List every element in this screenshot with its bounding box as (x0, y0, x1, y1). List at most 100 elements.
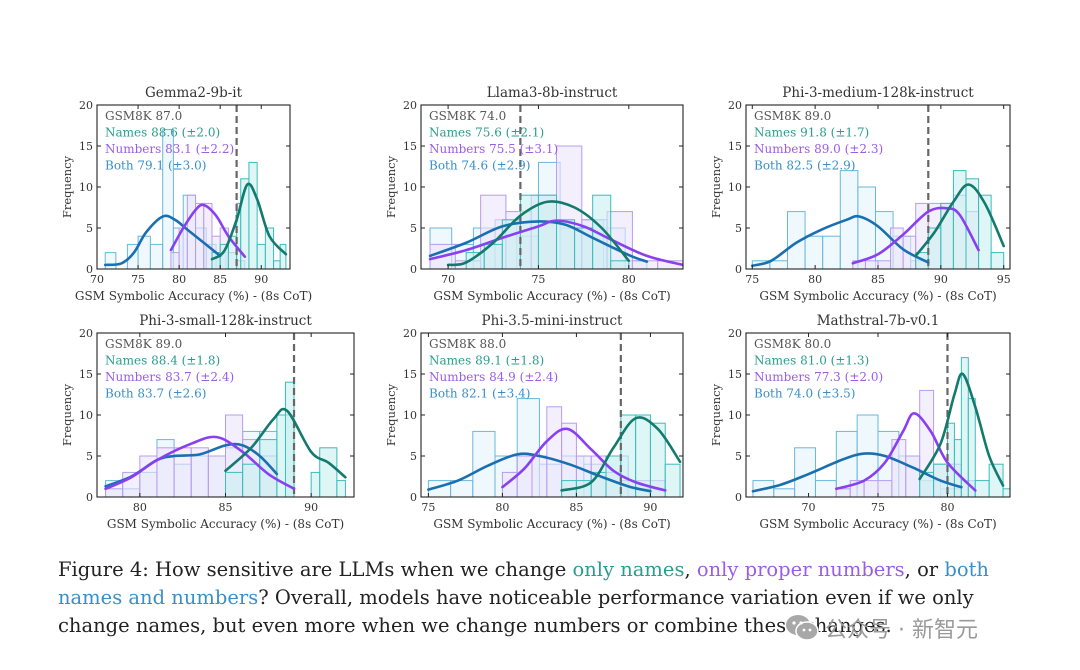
legend-entry: Names 88.4 (±1.8) (105, 354, 220, 368)
y-tick-label: 10 (403, 409, 417, 422)
histogram-bar-numbers (835, 488, 851, 497)
legend-entry: GSM8K 88.0 (429, 337, 506, 351)
histogram-bar-names (649, 422, 666, 497)
x-tick-label: 80 (495, 501, 509, 514)
plot-area (427, 333, 682, 497)
y-tick-label: 0 (735, 491, 742, 504)
x-axis-label: GSM Symbolic Accuracy (%) - (8s CoT) (75, 289, 312, 303)
y-tick-label: 20 (728, 99, 742, 112)
histogram-bar-both (149, 243, 164, 269)
legend-entry: Both 82.1 (±3.4) (429, 387, 530, 401)
legend-entry: Names 75.6 (±2.1) (429, 126, 544, 140)
kde-curve-both (103, 214, 222, 267)
histogram-bar-numbers (546, 406, 563, 497)
x-tick-label: 80 (808, 273, 822, 286)
watermark-text: 公众号 · 新智元 (825, 618, 978, 643)
y-tick-label: 5 (86, 222, 93, 235)
y-tick-label: 10 (79, 181, 93, 194)
x-tick-label: 85 (219, 501, 233, 514)
histogram-bar-names (284, 381, 295, 497)
legend-entry: Numbers 83.7 (±2.4) (105, 370, 234, 384)
legend-entry: Both 82.5 (±2.9) (754, 159, 855, 173)
x-axis-label: GSM Symbolic Accuracy (%) - (8s CoT) (107, 517, 344, 531)
chart-panel-0: Gemma2-9b-it 70 75 80 85 90 0 5 10 15 20 GSM Symbol… (60, 85, 312, 303)
kde-curve-names (224, 407, 347, 479)
histogram-bar-names (592, 194, 612, 269)
histogram-bar-names (610, 260, 630, 269)
histogram-bar-numbers (863, 480, 879, 497)
histogram-bar-both (162, 129, 174, 269)
x-tick-label: 75 (421, 501, 435, 514)
kde-curve-numbers (104, 435, 296, 491)
caption-names-phrase: only names (572, 558, 685, 581)
histogram-bar-both (769, 260, 788, 269)
plot-area (428, 105, 683, 269)
x-tick-label: 75 (745, 273, 759, 286)
x-tick-label: 75 (531, 273, 545, 286)
legend-entry: GSM8K 80.0 (754, 337, 831, 351)
watermark: 公众号 · 新智元 (785, 612, 978, 644)
y-tick-label: 10 (728, 409, 742, 422)
x-tick-label: 85 (213, 273, 227, 286)
x-tick-label: 80 (940, 501, 954, 514)
y-tick-label: 15 (403, 368, 417, 381)
y-tick-label: 15 (79, 140, 93, 153)
histogram-bar-names (242, 463, 261, 497)
legend-entry: Names 81.0 (±1.3) (754, 354, 869, 368)
kde-curve-numbers (501, 427, 667, 492)
kde-curve-names (560, 416, 682, 492)
histogram-bar-names (537, 194, 558, 269)
caption-sep2: , or (904, 558, 945, 581)
y-tick-label: 20 (403, 99, 417, 112)
histogram-bar-names (225, 471, 244, 497)
chart-panel-4: Phi-3.5-mini-instruct 75 80 85 90 0 5 10 15 20 GSM… (384, 313, 684, 531)
chart-title: Phi-3-small-128k-instruct (139, 313, 312, 329)
y-tick-label: 20 (79, 327, 93, 340)
histogram-bar-both (822, 235, 841, 269)
histogram-bar-names (605, 455, 622, 497)
y-tick-label: 15 (79, 368, 93, 381)
y-axis-label: Frequency (709, 155, 723, 218)
x-tick-label: 80 (172, 273, 186, 286)
legend-entry: GSM8K 89.0 (754, 109, 831, 123)
kde-curve-names (210, 182, 288, 261)
x-tick-label: 95 (997, 273, 1011, 286)
x-axis-label: GSM Symbolic Accuracy (%) - (8s CoT) (759, 517, 996, 531)
kde-curve-numbers (169, 203, 247, 258)
y-axis-label: Frequency (384, 155, 398, 218)
legend-entry: Both 79.1 (±3.0) (105, 159, 206, 173)
y-tick-label: 5 (86, 450, 93, 463)
x-tick-label: 80 (622, 273, 636, 286)
y-tick-label: 5 (735, 222, 742, 235)
kde-curve-names (918, 372, 1005, 487)
legend-entry: Numbers 84.9 (±2.4) (429, 370, 558, 384)
histogram-bar-numbers (864, 260, 879, 269)
histogram-bar-names (248, 161, 258, 269)
y-tick-label: 20 (79, 99, 93, 112)
histogram-bar-names (1002, 488, 1010, 497)
histogram-bar-both (804, 235, 824, 269)
y-tick-label: 5 (410, 450, 417, 463)
legend-entry: Names 91.8 (±1.7) (754, 126, 869, 140)
legend-entry: Both 83.7 (±2.6) (105, 387, 206, 401)
histogram-bar-names (978, 194, 992, 269)
y-tick-label: 0 (410, 263, 417, 276)
x-tick-label: 85 (871, 273, 885, 286)
x-axis-label: GSM Symbolic Accuracy (%) - (8s CoT) (433, 289, 670, 303)
y-tick-label: 15 (728, 368, 742, 381)
y-tick-label: 20 (728, 327, 742, 340)
histogram-bar-names (264, 227, 275, 269)
y-tick-label: 0 (86, 263, 93, 276)
y-tick-label: 10 (728, 181, 742, 194)
chart-title: Mathstral-7b-v0.1 (817, 313, 940, 329)
chart-panel-2: Phi-3-medium-128k-instruct 75 80 85 90 95 0 5 10… (709, 85, 1011, 303)
y-tick-label: 10 (403, 181, 417, 194)
chart-panel-1: Llama3-8b-instruct 70 75 80 0 5 10 15 20 GSM Symb… (384, 85, 684, 303)
histogram-bar-names (273, 260, 281, 269)
chart-title: Phi-3.5-mini-instruct (482, 313, 623, 329)
kde-curve-both (751, 452, 963, 493)
chart-title: Llama3-8b-instruct (487, 85, 618, 101)
chart-title: Phi-3-medium-128k-instruct (782, 85, 974, 101)
legend-entry: GSM8K 89.0 (105, 337, 182, 351)
y-tick-label: 0 (86, 491, 93, 504)
